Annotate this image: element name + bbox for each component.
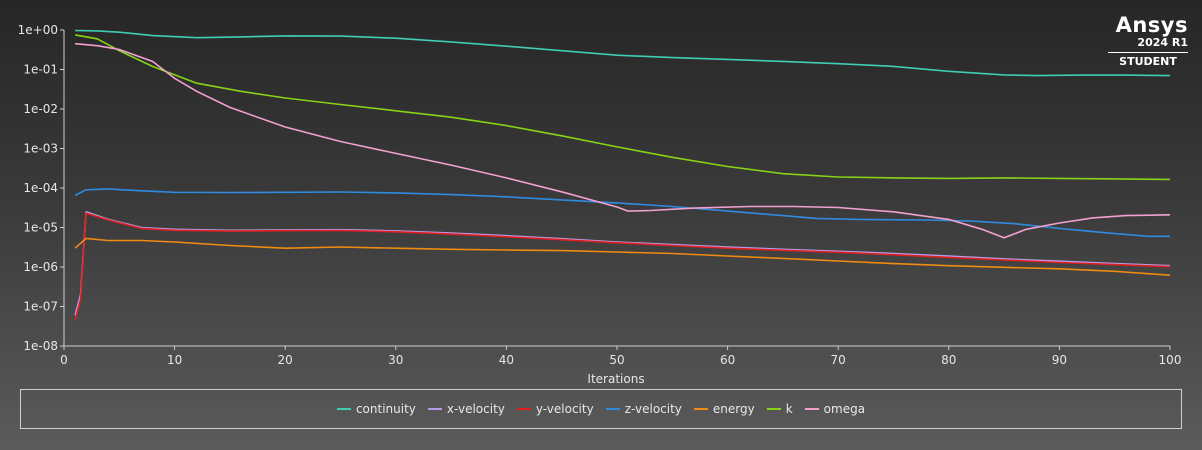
plot-area: 1e+00 1e-01 1e-02 1e-03 1e-04 1e-05 1e-06 1e-07… (18, 23, 1182, 367)
x-tick-label: 0 (60, 353, 68, 367)
legend-swatch (427, 408, 442, 410)
legend-item-z-velocity: z-velocity (605, 402, 682, 416)
legend-label: k (785, 402, 793, 416)
series-line-omega (75, 42, 1171, 239)
y-tick-label: 1e-01 (23, 63, 58, 77)
residuals-chart: 1e+00 1e-01 1e-02 1e-03 1e-04 1e-05 1e-06 1e-07… (18, 23, 1182, 386)
x-tick-label: 50 (609, 353, 624, 367)
logo-version: 2024 R1 (1137, 36, 1188, 49)
y-tick-label: 1e-04 (23, 181, 58, 195)
x-tick-label: 20 (278, 353, 293, 367)
y-tick-label: 1e-05 (23, 221, 58, 235)
legend-item-continuity: continuity (336, 402, 416, 416)
y-tick-label: 1e-08 (23, 339, 58, 353)
y-tick-label: 1e-06 (23, 260, 58, 274)
series-layer (74, 29, 1171, 321)
legend-item-x-velocity: x-velocity (427, 402, 505, 416)
series-line-x-velocity (74, 211, 1171, 316)
series-line-k (74, 34, 1171, 181)
legend-item-y-velocity: y-velocity (516, 402, 594, 416)
legend-label: energy (712, 402, 755, 416)
x-tick-label: 10 (167, 353, 182, 367)
legend-swatch (336, 408, 351, 410)
legend-label: z-velocity (624, 402, 682, 416)
logo-edition: STUDENT (1119, 55, 1177, 68)
legend-swatch (605, 408, 620, 410)
x-tick-label: 40 (499, 353, 514, 367)
series-line-z-velocity (74, 188, 1170, 238)
legend-swatch (766, 408, 781, 410)
x-tick-label: 60 (720, 353, 735, 367)
series-line-y-velocity (74, 212, 1171, 321)
legend-swatch (693, 408, 708, 410)
legend-item-omega: omega (804, 402, 866, 416)
x-tick-label: 70 (831, 353, 846, 367)
series-line-continuity (75, 29, 1171, 77)
logo-divider (1108, 52, 1188, 53)
legend-label: continuity (355, 402, 416, 416)
legend-label: omega (823, 402, 866, 416)
legend-label: x-velocity (446, 402, 505, 416)
legend-swatch (516, 408, 531, 410)
x-tick-label: 90 (1052, 353, 1067, 367)
x-tick-label: 30 (388, 353, 403, 367)
x-tick-label: 100 (1159, 353, 1182, 367)
legend-item-energy: energy (693, 402, 755, 416)
legend-item-k: k (766, 402, 793, 416)
ansys-logo: Ansys 2024 R1 STUDENT (1108, 14, 1188, 68)
series-line-energy (74, 237, 1171, 276)
legend-label: y-velocity (535, 402, 594, 416)
x-axis-title: Iterations (587, 372, 644, 386)
legend-swatch (804, 408, 819, 410)
logo-brand: Ansys (1115, 13, 1188, 37)
y-tick-label: 1e+00 (18, 23, 58, 37)
y-tick-label: 1e-03 (23, 142, 58, 156)
y-tick-label: 1e-02 (23, 102, 58, 116)
y-tick-label: 1e-07 (23, 300, 58, 314)
x-tick-label: 80 (941, 353, 956, 367)
chart-legend: continuity x-velocity y-velocity z-velocity… (20, 389, 1182, 429)
